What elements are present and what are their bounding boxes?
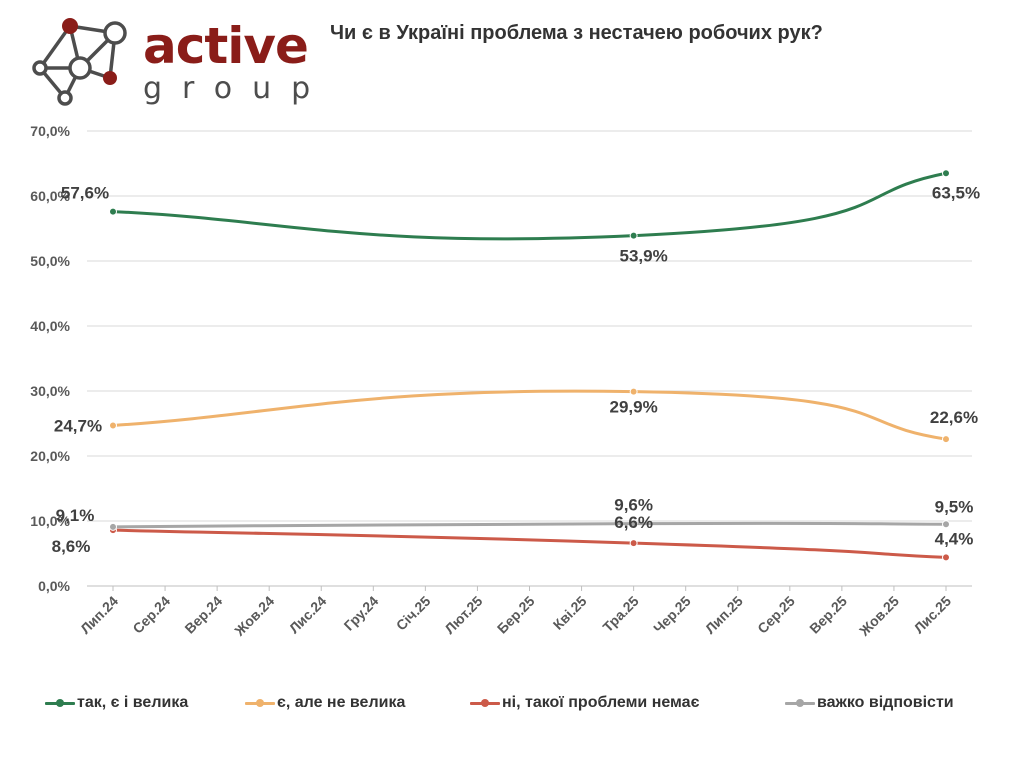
network-logo-icon xyxy=(32,18,127,106)
chart-title: Чи є в Україні проблема з нестачею робоч… xyxy=(330,22,823,44)
data-label: 9,5% xyxy=(935,497,974,516)
x-tick-label: Гру.24 xyxy=(341,593,382,634)
data-point xyxy=(629,387,638,396)
x-tick-label: Сер.24 xyxy=(129,593,173,637)
x-tick-label: Лип.25 xyxy=(702,593,746,637)
x-tick-label: Лип.24 xyxy=(77,593,121,637)
legend-swatch xyxy=(45,698,75,708)
logo-subtitle: group xyxy=(143,71,331,106)
data-label: 4,4% xyxy=(935,529,974,548)
data-point xyxy=(109,207,117,216)
data-label: 8,6% xyxy=(52,537,91,556)
chart-legend: так, є і велика є, але не велика ні, такої… xyxy=(45,694,1005,718)
data-point xyxy=(109,421,117,430)
legend-swatch xyxy=(470,698,500,708)
y-tick-label: 30,0% xyxy=(30,383,70,399)
data-label: 9,1% xyxy=(56,506,95,525)
y-tick-label: 10,0% xyxy=(30,513,70,529)
x-tick-label: Жов.25 xyxy=(855,593,902,640)
y-tick-label: 40,0% xyxy=(30,318,70,334)
y-tick-label: 20,0% xyxy=(30,448,70,464)
x-tick-label: Вер.25 xyxy=(806,593,850,637)
data-label: 24,7% xyxy=(54,416,102,435)
x-tick-label: Тра.25 xyxy=(599,593,641,635)
x-tick-label: Сер.25 xyxy=(754,593,798,637)
series-line xyxy=(111,171,948,241)
data-point xyxy=(629,539,638,548)
x-tick-label: Вер.24 xyxy=(181,593,225,637)
data-label: 53,9% xyxy=(620,247,668,266)
x-tick-label: Бер.25 xyxy=(494,593,538,637)
y-tick-label: 50,0% xyxy=(30,253,70,269)
x-tick-label: Лис.25 xyxy=(911,593,955,637)
legend-swatch xyxy=(245,698,275,708)
data-point xyxy=(629,231,638,240)
data-label: 6,6% xyxy=(614,513,653,532)
logo-wordmark: active xyxy=(143,17,309,75)
legend-item: ні, такої проблеми немає xyxy=(470,694,699,712)
series-line xyxy=(111,521,948,529)
x-tick-label: Чер.25 xyxy=(650,593,694,637)
data-point xyxy=(109,522,117,531)
x-tick-label: Лют.25 xyxy=(441,593,485,637)
data-point xyxy=(942,553,950,562)
active-group-logo: active group xyxy=(30,18,320,108)
data-point xyxy=(942,520,950,529)
x-tick-label: Січ.25 xyxy=(393,593,434,634)
data-label: 29,9% xyxy=(610,398,658,417)
legend-item: є, але не велика xyxy=(245,694,405,712)
legend-label: важко відповісти xyxy=(817,694,954,711)
data-point xyxy=(942,435,950,444)
legend-label: є, але не велика xyxy=(277,694,406,711)
y-tick-label: 60,0% xyxy=(30,188,70,204)
data-label: 9,6% xyxy=(614,496,653,515)
y-tick-label: 70,0% xyxy=(30,123,70,139)
legend-item: важко відповісти xyxy=(785,694,954,712)
y-tick-label: 0,0% xyxy=(38,578,70,594)
legend-item: так, є і велика xyxy=(45,694,188,712)
data-label: 22,6% xyxy=(930,408,978,427)
data-point xyxy=(629,519,638,528)
legend-label: так, є і велика xyxy=(77,694,189,711)
legend-label: ні, такої проблеми немає xyxy=(502,694,700,711)
series-line xyxy=(111,389,948,441)
legend-swatch xyxy=(785,698,815,708)
x-tick-label: Жов.24 xyxy=(231,593,278,640)
x-tick-label: Лис.24 xyxy=(286,593,330,637)
data-point xyxy=(942,169,950,178)
data-label: 63,5% xyxy=(932,183,980,202)
series-line xyxy=(111,528,948,559)
x-tick-label: Кві.25 xyxy=(550,593,590,633)
data-label: 57,6% xyxy=(61,184,109,203)
